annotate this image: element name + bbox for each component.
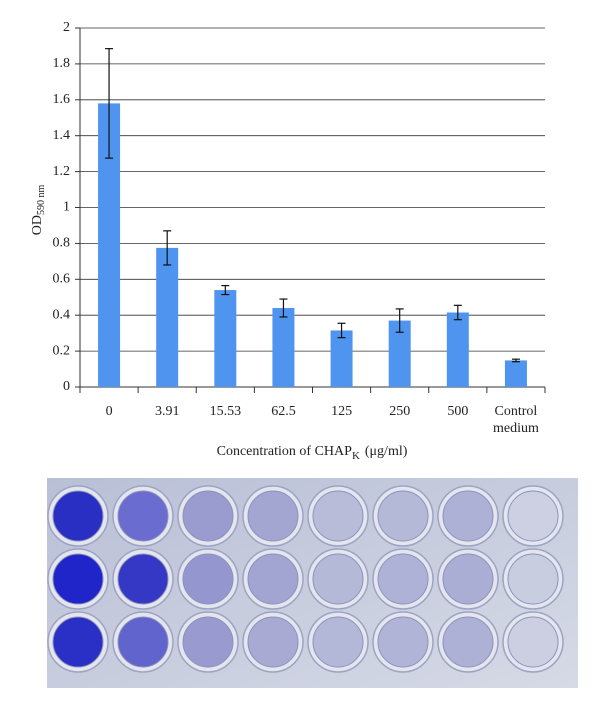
well (247, 616, 299, 668)
y-tick-label: 0.4 (53, 307, 71, 322)
y-tick-label: 1.2 (53, 164, 71, 179)
x-tick-label: 125 (331, 404, 353, 419)
bar (504, 360, 527, 387)
bar (272, 308, 295, 387)
well (312, 553, 364, 605)
bar (446, 312, 469, 387)
well (312, 490, 364, 542)
y-tick-label: 1.4 (53, 128, 71, 143)
error-bar (163, 230, 172, 266)
error-bar (453, 304, 462, 321)
error-bar (337, 322, 346, 339)
bar (98, 103, 121, 387)
well (377, 553, 429, 605)
well (247, 553, 299, 605)
bar (214, 290, 237, 387)
error-bar (279, 298, 288, 318)
well (507, 490, 559, 542)
well (312, 616, 364, 668)
y-tick-label: 0 (63, 379, 70, 394)
well (507, 616, 559, 668)
x-tick-label: 250 (389, 404, 411, 419)
well (52, 616, 104, 668)
well (442, 553, 494, 605)
x-axis-label: Concentration of CHAPK (μg/ml) (217, 444, 408, 461)
well (507, 553, 559, 605)
x-tick-label: 62.5 (271, 404, 296, 419)
x-tick-label: Control medium (492, 404, 539, 436)
x-tick-label: 500 (447, 404, 469, 419)
y-tick-label: 1 (63, 200, 70, 215)
well (117, 553, 169, 605)
well (442, 616, 494, 668)
error-bar (221, 284, 230, 296)
error-bar (511, 358, 520, 363)
x-label-sub: K (352, 450, 360, 462)
well (182, 616, 234, 668)
y-tick-label: 0.2 (53, 343, 71, 358)
well (377, 490, 429, 542)
bar (330, 330, 353, 387)
well (247, 490, 299, 542)
bar (156, 247, 179, 387)
well (182, 490, 234, 542)
x-label-before: Concentration of CHAP (217, 444, 353, 459)
y-tick-label: 0.6 (53, 272, 71, 287)
x-tick-label: 0 (105, 404, 113, 419)
well-plate-photo (47, 478, 578, 688)
y-label-sub: 590 nm (36, 185, 47, 216)
well (442, 490, 494, 542)
y-tick-label: 1.8 (53, 56, 71, 71)
x-label-after: (μg/ml) (365, 444, 408, 459)
well (117, 616, 169, 668)
y-tick-label: 1.6 (53, 92, 71, 107)
well (377, 616, 429, 668)
y-label-main: OD (30, 215, 45, 235)
y-tick-label: 2 (63, 20, 70, 35)
well (117, 490, 169, 542)
well (52, 490, 104, 542)
well (182, 553, 234, 605)
bar (388, 320, 411, 387)
y-tick-label: 0.8 (53, 236, 71, 251)
error-bar (395, 308, 404, 333)
well (52, 553, 104, 605)
error-bar (105, 48, 114, 159)
x-tick-label: 15.53 (209, 404, 242, 419)
y-axis-label: OD590 nm (30, 185, 47, 236)
x-tick-label: 3.91 (154, 404, 180, 419)
